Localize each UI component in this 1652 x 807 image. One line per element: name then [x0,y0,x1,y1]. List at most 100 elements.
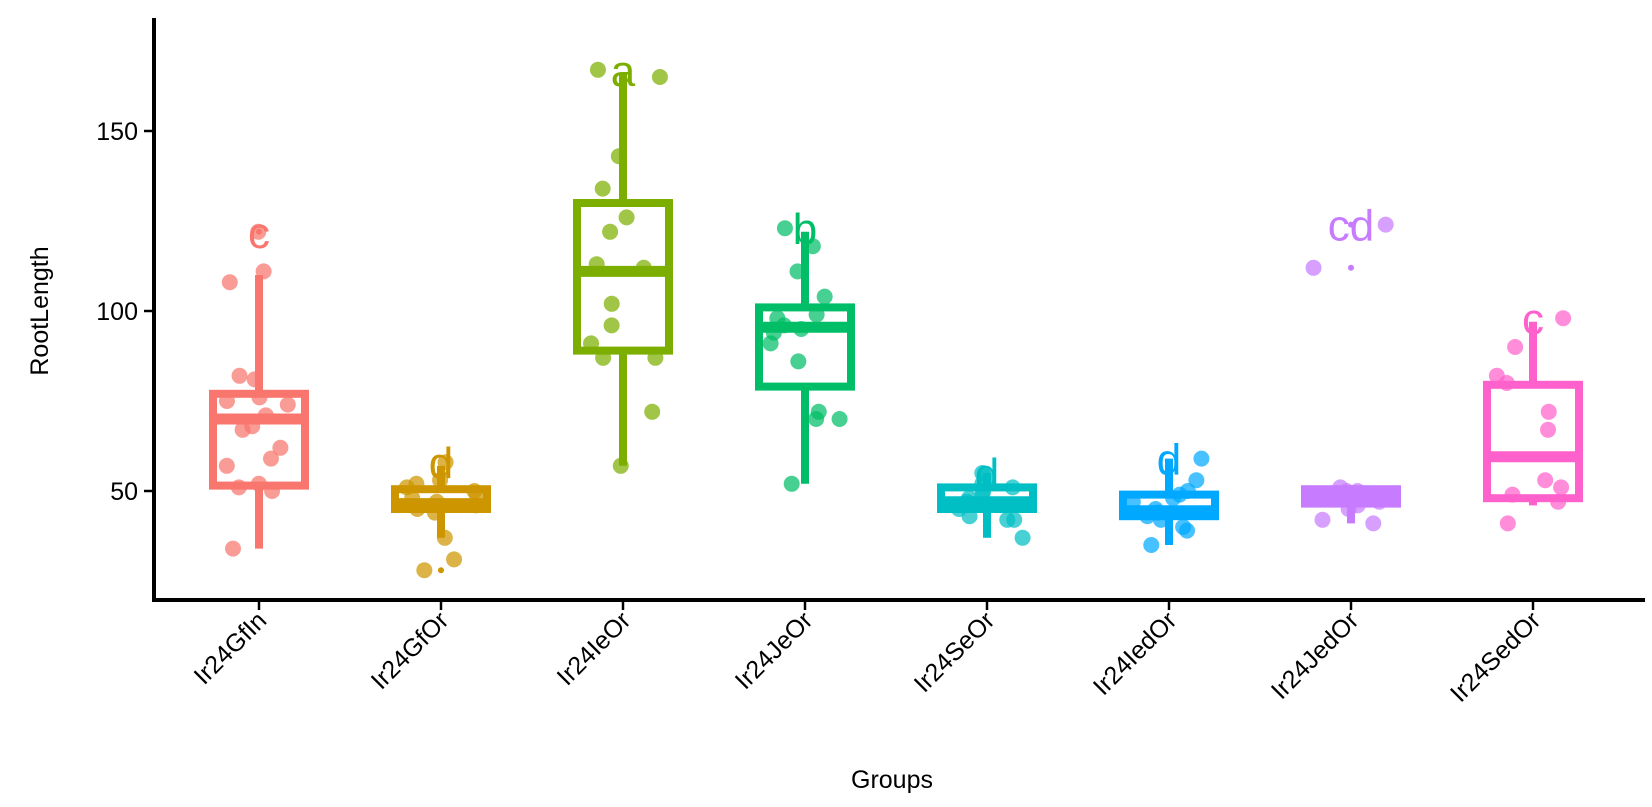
data-point [594,180,611,197]
outlier-point [1348,264,1354,271]
data-point [588,256,605,273]
y-tick-label: 50 [110,478,138,506]
significance-letter: b [793,205,817,254]
data-point [618,209,635,226]
data-point [231,367,248,384]
data-point [230,479,247,496]
data-point [272,439,289,456]
data-point [603,295,620,312]
data-point [1165,490,1182,507]
data-point [1540,421,1557,438]
data-point [221,274,238,291]
data-point [467,497,484,514]
data-point [1311,486,1328,503]
significance-letter: c [248,209,270,258]
data-point [635,259,652,276]
data-point [1179,522,1196,539]
y-axis-title: RootLength [26,246,54,375]
data-point [218,457,235,474]
data-point [1499,515,1516,532]
significance-letter: c [1522,295,1544,344]
significance-letter: cd [1328,202,1374,251]
significance-letter: d [429,439,453,488]
group-Ir24SedOr: c [1483,295,1583,532]
data-point [793,321,810,337]
data-point [974,486,991,503]
data-point [816,288,833,305]
data-point [1014,529,1031,546]
data-point [647,349,664,366]
data-point [1507,339,1524,355]
data-point [1340,501,1357,517]
data-point [997,497,1014,514]
data-point [776,220,793,237]
data-point [789,263,806,280]
data-point [808,306,825,323]
data-point [651,69,668,85]
group-Ir24IeOr: a [573,47,673,474]
data-point [1365,515,1382,532]
data-point [437,454,454,471]
group-Ir24JedOr: cd [1301,202,1401,532]
data-point [409,501,426,517]
x-axis-title: Groups [851,766,933,794]
data-point [250,223,267,240]
group-Ir24IedOr: d [1119,436,1219,553]
data-point [218,393,235,409]
data-point [1371,493,1388,510]
data-point [1553,479,1570,496]
data-point [432,472,449,489]
data-point [612,457,629,474]
data-point [1139,508,1156,525]
significance-letter: d [1157,436,1181,485]
outlier-point [438,567,444,574]
significance-letter: a [611,47,636,96]
data-point [1537,472,1554,489]
box [1483,380,1583,503]
data-point [1305,259,1322,276]
group-Ir24GfIn: c [209,209,309,557]
data-point [1540,403,1557,420]
data-point [790,353,807,370]
data-point [257,407,274,424]
y-tick-label: 100 [96,298,138,326]
data-point [436,529,453,546]
data-point [262,450,279,467]
data-point [234,421,251,438]
y-tick-label: 150 [96,118,138,146]
data-point [583,335,600,352]
data-point [416,562,433,579]
data-point [804,238,821,255]
group-Ir24SeOr: d [937,450,1037,546]
data-point [602,223,619,240]
data-point [808,411,825,427]
data-point [1188,472,1205,489]
data-point [961,508,978,525]
data-point [644,403,661,420]
group-Ir24GfOr: d [391,439,491,579]
data-point [279,396,296,413]
data-point [250,475,267,492]
data-point [589,61,606,78]
data-point [246,371,263,388]
data-point [1377,216,1394,233]
data-point [251,389,268,406]
data-point [783,475,800,492]
data-point [1314,511,1331,528]
data-point [225,540,242,557]
data-point [1504,486,1521,503]
outlier-point [1348,221,1354,228]
data-point [1152,511,1169,528]
significance-letter: d [975,450,999,499]
data-point [1004,479,1021,496]
data-point [1555,310,1572,327]
data-point [1498,375,1515,391]
data-point [603,317,620,334]
data-point [264,483,281,499]
data-point [426,504,443,521]
data-point [762,335,779,352]
data-point [595,349,612,366]
data-point [1193,450,1210,467]
data-point [1143,537,1160,553]
